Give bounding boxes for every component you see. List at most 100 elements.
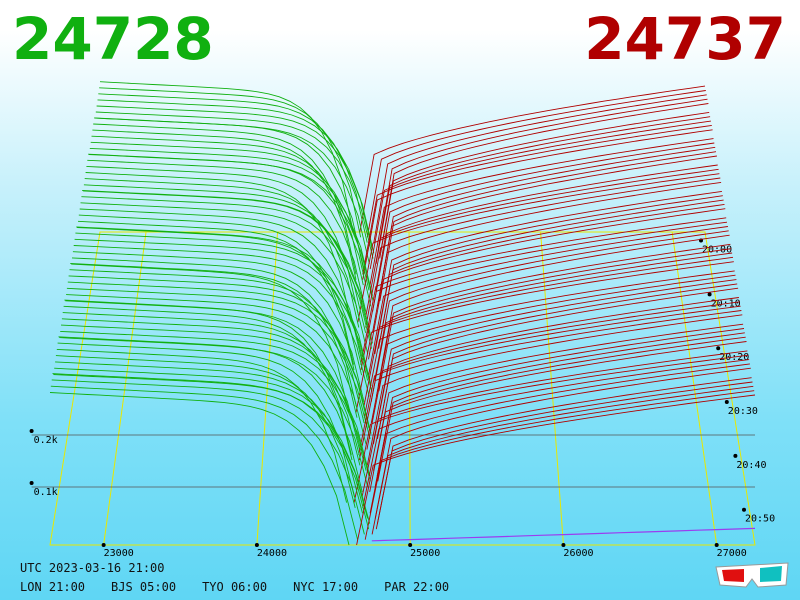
timezone-tyo: TYO 06:00 (202, 580, 268, 594)
ask-depth-curve (353, 354, 749, 503)
bid-price: 24728 (12, 5, 214, 73)
bid-depth-curve (93, 123, 357, 275)
ask-depth-curve (380, 103, 709, 254)
bid-depth-curve (82, 190, 373, 344)
ask-depth-curve (375, 381, 753, 530)
bid-depth-curve (57, 342, 355, 498)
ask-depth-curve (361, 350, 748, 498)
floor-grid-outline (49, 231, 756, 546)
bid-depth-curve (90, 141, 370, 291)
bid-depth-curve (89, 147, 373, 296)
time-tick-label: 20:50 (745, 514, 775, 525)
ask-depth-curve (366, 301, 740, 450)
bid-depth-curve (86, 165, 360, 318)
ask-depth-curve (377, 234, 730, 386)
3d-glasses-icon[interactable] (714, 561, 790, 589)
bid-depth-curve (79, 208, 362, 360)
bid-depth-curve (87, 159, 367, 312)
bid-depth-curve (55, 361, 363, 514)
ask-depth-curve (379, 151, 717, 302)
bid-depth-curve (96, 105, 375, 254)
ask-depth-curve (376, 190, 722, 339)
ask-depth-curve (370, 274, 736, 424)
x-tick-marker (714, 543, 719, 547)
volume-trace (371, 527, 756, 542)
ask-depth-curve (370, 252, 733, 402)
bid-depth-curve (73, 245, 370, 397)
bid-depth-curve (72, 251, 365, 402)
time-tick-label: 20:20 (719, 352, 749, 363)
bid-depth-curve (92, 129, 357, 280)
time-tick-label: 20:00 (702, 245, 732, 256)
x-tick-label: 26000 (563, 548, 593, 559)
bid-depth-curve (74, 238, 373, 392)
ask-depth-curve (369, 363, 750, 514)
grid-line-price (671, 231, 718, 546)
x-tick-marker (101, 543, 106, 547)
bid-depth-curve (69, 269, 365, 424)
ask-depth-curve (375, 142, 715, 291)
ask-depth-curve (379, 111, 710, 259)
bid-depth-curve (70, 263, 358, 418)
ask-depth-curve (362, 359, 750, 508)
ask-depth-curve (378, 146, 716, 296)
timezone-bjs: BJS 05:00 (111, 580, 177, 594)
bid-depth-curve (63, 305, 353, 461)
ask-depth-curve (372, 164, 718, 312)
y-tick-marker (29, 429, 34, 433)
x-tick-label: 23000 (104, 548, 134, 559)
bid-depth-curve (51, 379, 365, 535)
time-tick-marker (742, 507, 746, 512)
ask-depth-curve (373, 323, 744, 471)
bid-depth-curve (66, 287, 371, 440)
bid-depth-curve (66, 294, 367, 445)
bid-depth-curve (60, 324, 371, 477)
bid-depth-curve (59, 337, 369, 487)
time-tick-marker (707, 292, 712, 297)
ask-depth-curve (366, 90, 706, 238)
time-tick-label: 20:40 (736, 460, 766, 471)
ask-depth-curve (377, 332, 745, 482)
ask-depth-curve (377, 155, 717, 307)
x-tick-label: 27000 (717, 548, 747, 559)
ask-depth-curve (365, 168, 719, 317)
ask-depth-curve (375, 248, 732, 397)
ask-depth-curve (376, 377, 752, 524)
time-tick-marker (724, 400, 729, 405)
ask-depth-curve (358, 305, 741, 455)
ask-depth-curve (369, 120, 711, 270)
ask-depth-curve (368, 208, 726, 360)
ask-depth-curve (369, 341, 747, 492)
bid-depth-curve (55, 355, 356, 509)
bid-depth-curve (85, 172, 352, 323)
timezone-par: PAR 22:00 (384, 580, 450, 594)
ask-depth-curve (377, 98, 708, 248)
time-tick-marker (716, 346, 721, 351)
x-tick-label: 24000 (257, 548, 287, 559)
y-tick-marker (29, 481, 34, 485)
ask-depth-curve (369, 138, 714, 286)
bid-depth-curve (58, 336, 363, 493)
bid-depth-curve (78, 214, 355, 365)
ask-depth-curve (374, 230, 729, 381)
bid-depth-curve (84, 178, 360, 328)
bid-depth-curve (94, 117, 364, 270)
bid-depth-curve (61, 318, 367, 471)
ask-depth-curve (363, 256, 734, 408)
ask-depth-curve (356, 394, 756, 546)
bid-depth-curve (77, 220, 355, 371)
timezone-lon: LON 21:00 (20, 580, 86, 594)
bid-depth-curve (71, 257, 358, 408)
bid-depth-curve (67, 281, 372, 434)
ask-depth-curve (360, 217, 727, 365)
bid-depth-curve (68, 275, 370, 429)
bid-depth-curve (62, 312, 361, 466)
bid-depth-curve (83, 184, 367, 333)
ask-depth-curve (376, 328, 745, 477)
ask-depth-curve (357, 173, 720, 323)
bid-depth-curve (97, 99, 373, 249)
bid-depth-curve (91, 135, 364, 286)
bid-depth-curve (95, 111, 374, 259)
ask-depth-curve (378, 243, 731, 392)
